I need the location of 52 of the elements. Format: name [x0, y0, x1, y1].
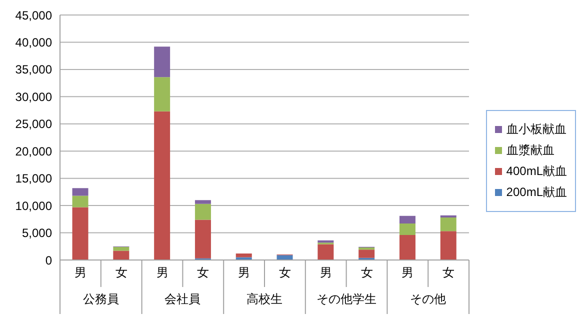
x-tick-label: 男 [238, 266, 250, 280]
text: その他 [409, 291, 448, 308]
y-tick-label: 5,000 [22, 226, 52, 240]
y-tick-label: 35,000 [15, 62, 52, 77]
y-tick-label: 10,000 [15, 198, 52, 213]
x-tick-label: 男 [74, 266, 86, 280]
bar [318, 244, 334, 260]
bar [194, 220, 211, 258]
bar [113, 250, 130, 260]
text: その他学生 [315, 291, 378, 308]
x-tick-label: 女 [115, 266, 128, 280]
legend-label: 400mL献血 [506, 163, 567, 180]
bar [72, 207, 88, 260]
bar [154, 111, 170, 260]
bar [399, 216, 416, 224]
bar [358, 250, 375, 258]
bar [440, 215, 456, 218]
legend-label: 血小板献血 [506, 121, 566, 138]
bar [399, 234, 416, 260]
y-tick-label: 0 [45, 253, 52, 268]
y-tick-label: 20,000 [15, 144, 52, 158]
x-tick-label: 女 [197, 266, 210, 280]
bar [358, 247, 375, 250]
y-tick-label: 40,000 [15, 35, 52, 50]
bar [276, 255, 293, 260]
legend-label: 血漿献血 [506, 142, 554, 159]
bar [72, 188, 88, 196]
y-tick-label: 25,000 [15, 117, 52, 132]
x-tick-label: 男 [320, 266, 332, 280]
bar [399, 224, 416, 235]
text: 高校生 [245, 291, 284, 308]
legend-label: 200mL献血 [506, 184, 567, 201]
bar [194, 200, 211, 204]
y-tick-label: 30,000 [15, 90, 52, 104]
bar [154, 77, 170, 112]
bar [318, 240, 334, 243]
y-tick-label: 45,000 [15, 8, 52, 22]
bar [154, 46, 170, 78]
x-tick-label: 女 [360, 266, 373, 280]
x-tick-label: 男 [156, 266, 168, 280]
bar [113, 246, 130, 251]
x-tick-label: 男 [402, 266, 414, 280]
bar [440, 231, 456, 260]
text: 公務員 [82, 291, 120, 308]
bar [440, 218, 456, 232]
x-tick-label: 女 [442, 266, 455, 280]
x-tick-label: 女 [278, 266, 291, 280]
y-tick-label: 15,000 [15, 172, 52, 186]
text: 会社員 [164, 291, 202, 308]
bar [194, 204, 211, 220]
bar [72, 196, 88, 208]
bar [236, 253, 252, 258]
